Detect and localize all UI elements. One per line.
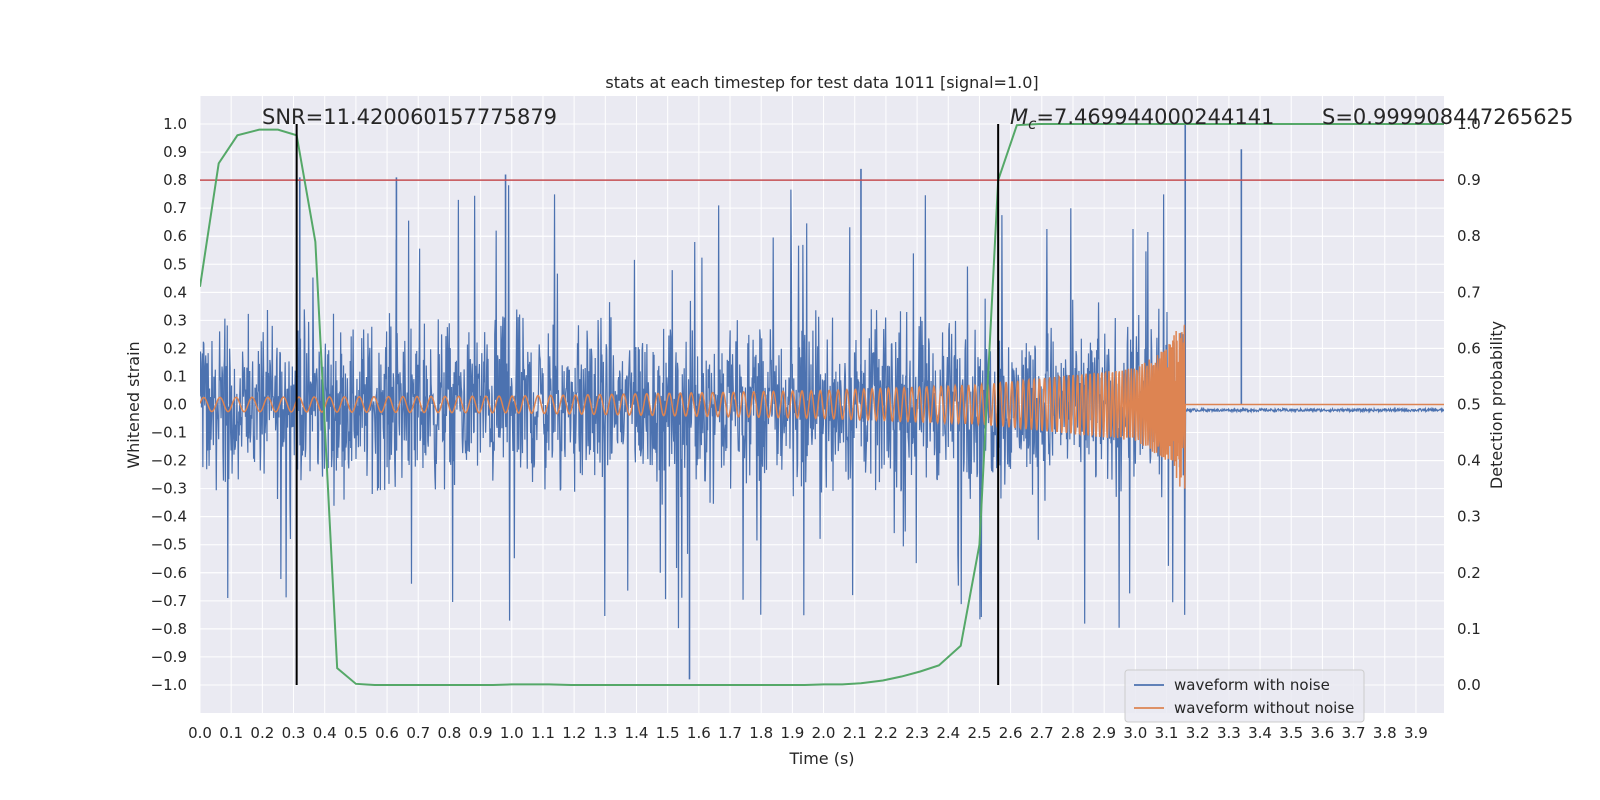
legend-label-noise: waveform with noise (1174, 676, 1330, 694)
x-tick-label: 1.0 (500, 724, 524, 742)
y2-tick-label: 0.4 (1457, 452, 1481, 470)
y-tick-label: 0.9 (163, 143, 187, 161)
x-tick-label: 0.0 (188, 724, 212, 742)
clean-waveform-path (200, 324, 1444, 489)
chirp-mass-symbol: M (1010, 105, 1028, 129)
x-tick-label: 2.8 (1061, 724, 1085, 742)
x-tick-label: 2.9 (1092, 724, 1116, 742)
x-tick-label: 1.4 (625, 724, 649, 742)
y-tick-label: −0.5 (151, 536, 187, 554)
x-tick-label: 1.8 (749, 724, 773, 742)
y-tick-label: −0.9 (151, 648, 187, 666)
probability-path (200, 123, 1444, 686)
y-axis-ticks: 1.0 0.9 0.8 0.7 0.6 0.5 0.4 0.3 0.2 0.1 0.0 −0.1 −0.… (151, 115, 187, 694)
y-tick-label: 1.0 (163, 115, 187, 133)
y-tick-label: 0.5 (163, 255, 187, 273)
y2-axis-label: Detection probability (1487, 321, 1506, 489)
y2-tick-label: 0.9 (1457, 171, 1481, 189)
x-tick-label: 1.7 (718, 724, 742, 742)
y-tick-label: −0.6 (151, 564, 187, 582)
y-tick-label: 0.8 (163, 171, 187, 189)
x-tick-label: 2.2 (874, 724, 898, 742)
y-tick-label: −0.3 (151, 480, 187, 498)
y2-axis-ticks: 1.0 0.9 0.8 0.7 0.6 0.5 0.4 0.3 0.2 0.1 0.0 (1457, 115, 1481, 694)
series-detection-probability (200, 123, 1444, 686)
noise-waveform-path (200, 185, 1444, 629)
y-tick-label: −1.0 (151, 676, 187, 694)
y-tick-label: −0.2 (151, 452, 187, 470)
y-tick-label: 0.7 (163, 199, 187, 217)
score-annotation: S=0.999908447265625 (1322, 105, 1573, 129)
x-tick-label: 0.5 (344, 724, 368, 742)
y2-tick-label: 0.2 (1457, 564, 1481, 582)
legend-label-clean: waveform without noise (1174, 699, 1354, 717)
legend: waveform with noise waveform without noi… (1124, 669, 1365, 723)
x-tick-label: 3.6 (1310, 724, 1334, 742)
y2-tick-label: 0.8 (1457, 227, 1481, 245)
y2-tick-label: 0.3 (1457, 508, 1481, 526)
x-tick-label: 3.4 (1248, 724, 1272, 742)
y2-tick-label: 0.5 (1457, 396, 1481, 414)
x-tick-label: 1.2 (562, 724, 586, 742)
x-tick-label: 3.2 (1186, 724, 1210, 742)
x-tick-label: 1.9 (780, 724, 804, 742)
y-tick-label: −0.8 (151, 620, 187, 638)
x-tick-label: 3.9 (1404, 724, 1428, 742)
y-tick-label: 0.3 (163, 311, 187, 329)
x-tick-label: 2.6 (999, 724, 1023, 742)
x-tick-label: 2.3 (905, 724, 929, 742)
y2-tick-label: 0.1 (1457, 620, 1481, 638)
x-tick-label: 0.9 (469, 724, 493, 742)
series-waveform-without-noise (200, 324, 1444, 489)
x-tick-label: 0.8 (437, 724, 461, 742)
x-tick-label: 2.1 (843, 724, 867, 742)
y-tick-label: 0.6 (163, 227, 187, 245)
x-tick-label: 0.7 (406, 724, 430, 742)
x-tick-label: 1.5 (656, 724, 680, 742)
x-tick-label: 3.1 (1155, 724, 1179, 742)
x-tick-label: 0.3 (282, 724, 306, 742)
x-axis-ticks: 0.0 0.1 0.2 0.3 0.4 0.5 0.6 0.7 0.8 0.9 1.0 1.1 1.2 1… (188, 724, 1428, 742)
x-tick-label: 2.0 (812, 724, 836, 742)
x-tick-label: 0.2 (250, 724, 274, 742)
x-tick-label: 2.5 (968, 724, 992, 742)
y2-tick-label: 0.7 (1457, 283, 1481, 301)
chirp-mass-subscript: c (1028, 115, 1037, 133)
x-tick-label: 3.8 (1373, 724, 1397, 742)
chirp-mass-value: =7.469944000244141 (1036, 105, 1274, 129)
y2-tick-label: 0.0 (1457, 676, 1481, 694)
y-axis-label: Whitened strain (124, 341, 143, 468)
x-tick-label: 1.3 (593, 724, 617, 742)
event-markers (295, 124, 1000, 685)
y-tick-label: 0.4 (163, 283, 187, 301)
x-tick-label: 1.6 (687, 724, 711, 742)
x-tick-label: 0.4 (313, 724, 337, 742)
legend-box (1124, 669, 1365, 723)
x-tick-label: 0.1 (219, 724, 243, 742)
y-tick-label: −0.1 (151, 424, 187, 442)
y2-tick-label: 0.6 (1457, 339, 1481, 357)
x-axis-label: Time (s) (788, 749, 854, 768)
y-tick-label: −0.4 (151, 508, 187, 526)
x-tick-label: 0.6 (375, 724, 399, 742)
x-tick-label: 3.0 (1123, 724, 1147, 742)
x-tick-label: 3.7 (1342, 724, 1366, 742)
x-tick-label: 2.7 (1030, 724, 1054, 742)
y-tick-label: 0.0 (163, 396, 187, 414)
y2-tick-label: 1.0 (1457, 115, 1481, 133)
snr-annotation: SNR=11.420060157775879 (262, 105, 557, 129)
x-tick-label: 1.1 (531, 724, 555, 742)
y-tick-label: 0.1 (163, 367, 187, 385)
x-tick-label: 2.4 (936, 724, 960, 742)
chart-title: stats at each timestep for test data 101… (605, 73, 1038, 92)
y-tick-label: 0.2 (163, 339, 187, 357)
chirp-mass-annotation: Mc=7.469944000244141 (1010, 105, 1274, 133)
y-tick-label: −0.7 (151, 592, 187, 610)
x-tick-label: 3.3 (1217, 724, 1241, 742)
x-tick-label: 3.5 (1279, 724, 1303, 742)
